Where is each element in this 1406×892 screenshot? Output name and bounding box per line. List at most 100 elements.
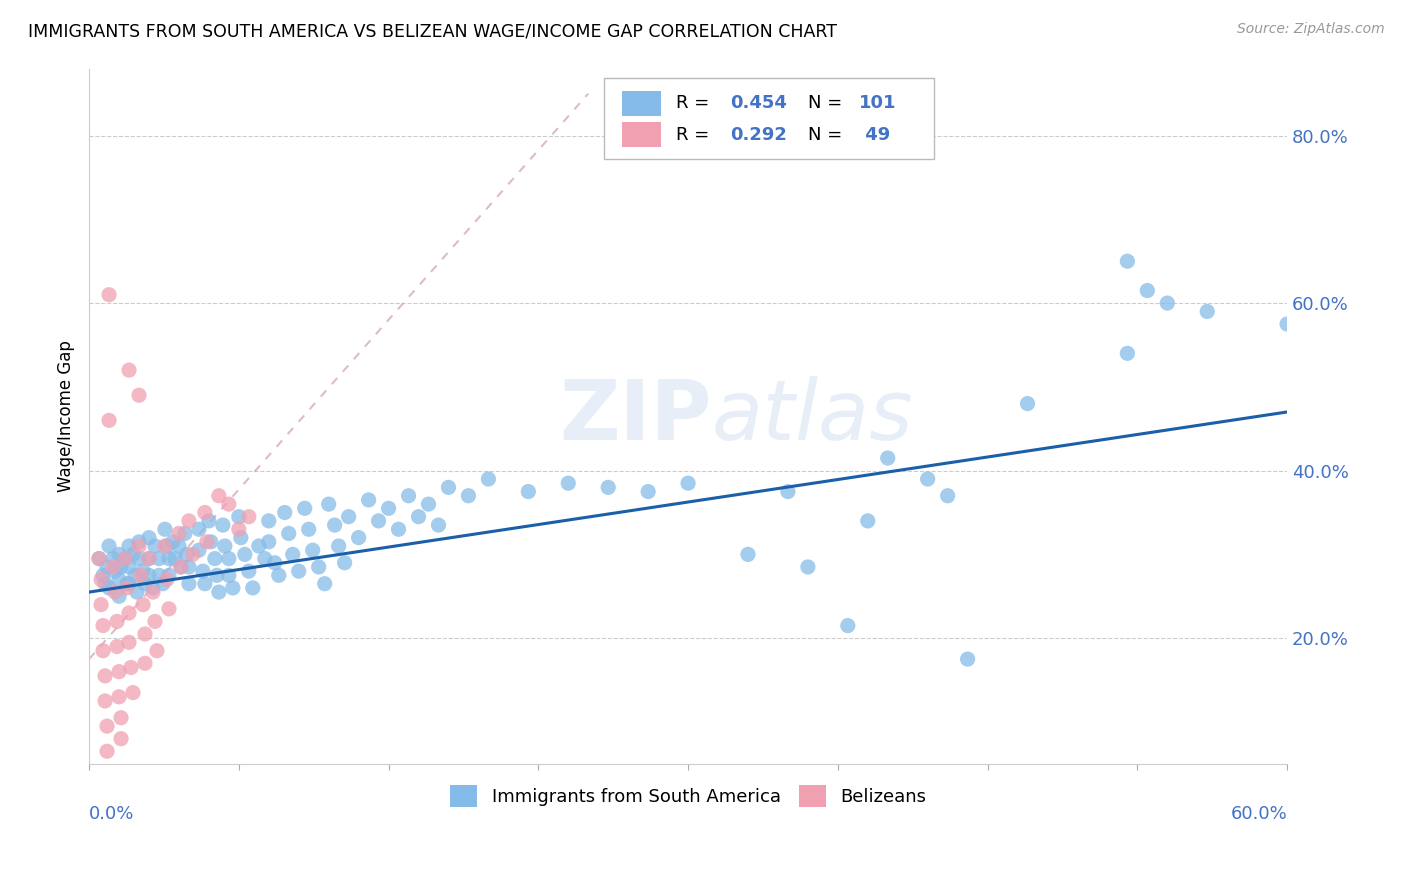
Point	[138, 551, 160, 566]
Point	[377, 501, 399, 516]
Point	[98, 413, 121, 427]
Point	[222, 581, 245, 595]
Point	[163, 551, 186, 566]
Text: ZIP: ZIP	[560, 376, 711, 457]
Text: atlas: atlas	[711, 376, 914, 457]
FancyBboxPatch shape	[605, 78, 934, 159]
Point	[367, 514, 389, 528]
Text: 60.0%: 60.0%	[1230, 805, 1286, 823]
Point	[91, 568, 114, 582]
Point	[238, 509, 260, 524]
Point	[277, 526, 299, 541]
Point	[936, 489, 959, 503]
Point	[238, 564, 260, 578]
Point	[170, 560, 193, 574]
Point	[427, 518, 450, 533]
Point	[108, 548, 131, 562]
Point	[153, 522, 176, 536]
Point	[274, 506, 297, 520]
Point	[347, 531, 370, 545]
Point	[128, 551, 150, 566]
Point	[132, 598, 155, 612]
Point	[120, 660, 142, 674]
Point	[114, 551, 136, 566]
Point	[1017, 396, 1039, 410]
Point	[115, 576, 138, 591]
Point	[218, 497, 240, 511]
Point	[118, 576, 141, 591]
Point	[208, 585, 231, 599]
Point	[387, 522, 409, 536]
Point	[837, 618, 859, 632]
Point	[108, 589, 131, 603]
Point	[517, 484, 540, 499]
Point	[110, 731, 132, 746]
Point	[194, 506, 217, 520]
Text: 101: 101	[859, 95, 897, 112]
Point	[198, 514, 221, 528]
Point	[91, 644, 114, 658]
Point	[146, 644, 169, 658]
Point	[1197, 304, 1219, 318]
Text: N =: N =	[808, 95, 848, 112]
Point	[257, 534, 280, 549]
Point	[101, 551, 124, 566]
Point	[104, 564, 127, 578]
Point	[105, 615, 128, 629]
Point	[96, 560, 118, 574]
Point	[218, 568, 240, 582]
Point	[108, 573, 131, 587]
Point	[298, 522, 321, 536]
Point	[876, 451, 898, 466]
Point	[917, 472, 939, 486]
Point	[129, 568, 152, 582]
Point	[200, 534, 222, 549]
Point	[142, 581, 165, 595]
Point	[242, 581, 264, 595]
Point	[110, 711, 132, 725]
Text: N =: N =	[808, 126, 848, 144]
Point	[956, 652, 979, 666]
Point	[157, 551, 180, 566]
Point	[115, 581, 138, 595]
Point	[229, 531, 252, 545]
Point	[122, 548, 145, 562]
Point	[323, 518, 346, 533]
Point	[148, 551, 170, 566]
Point	[152, 576, 174, 591]
Y-axis label: Wage/Income Gap: Wage/Income Gap	[58, 340, 75, 492]
Point	[118, 560, 141, 574]
Point	[118, 606, 141, 620]
Point	[138, 551, 160, 566]
Text: 0.454: 0.454	[730, 95, 787, 112]
Point	[91, 618, 114, 632]
Point	[437, 480, 460, 494]
Point	[157, 602, 180, 616]
Point	[177, 576, 200, 591]
Point	[125, 585, 148, 599]
Point	[418, 497, 440, 511]
Text: 0.292: 0.292	[730, 126, 787, 144]
Point	[134, 627, 156, 641]
Bar	[623, 122, 661, 147]
Point	[162, 534, 184, 549]
Point	[337, 509, 360, 524]
Point	[208, 489, 231, 503]
Point	[122, 685, 145, 699]
Point	[176, 548, 198, 562]
Point	[94, 694, 117, 708]
Point	[637, 484, 659, 499]
Point	[132, 564, 155, 578]
Point	[167, 539, 190, 553]
Point	[281, 548, 304, 562]
Point	[138, 568, 160, 582]
Point	[301, 543, 323, 558]
Point	[90, 598, 112, 612]
Point	[557, 476, 579, 491]
Point	[87, 551, 110, 566]
Point	[104, 585, 127, 599]
Point	[156, 573, 179, 587]
Text: R =: R =	[676, 95, 716, 112]
Point	[181, 548, 204, 562]
Point	[153, 539, 176, 553]
